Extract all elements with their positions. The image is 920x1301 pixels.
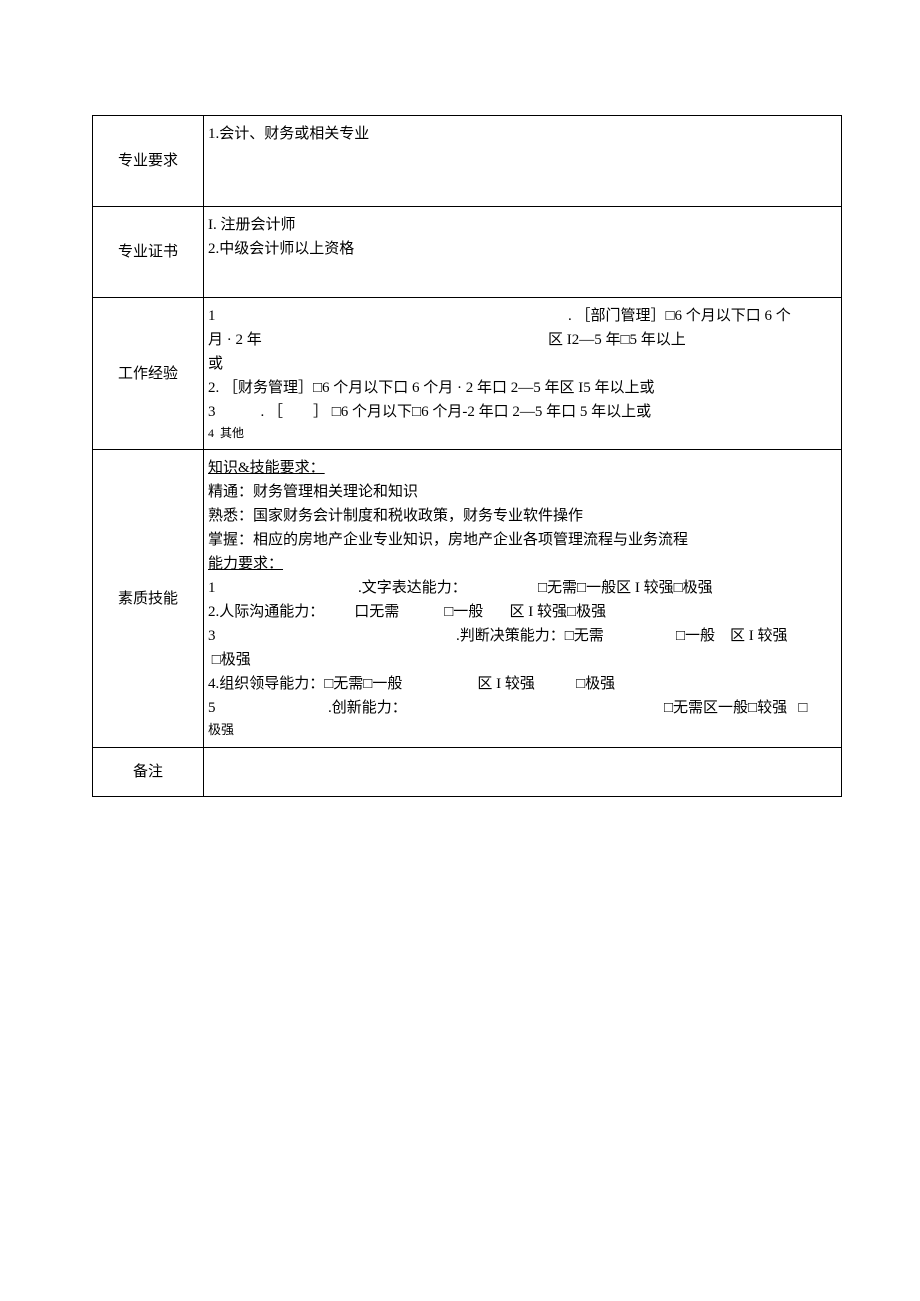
content-exp: 1. ［部门管理］□6 个月以下口 6 个 月 · 2 年区 I2—5 年□5 …	[204, 298, 842, 450]
content-note	[204, 747, 842, 796]
a1-label: .文字表达能力：	[358, 576, 538, 600]
a5-num: 5	[208, 696, 328, 720]
document-page: 专业要求 1.会计、财务或相关专业 专业证书 I. 注册会计师 2.中级会计师以…	[0, 0, 920, 1301]
skill-a3-tail: □极强	[208, 648, 837, 672]
exp-line4: 2. ［财务管理］□6 个月以下口 6 个月 · 2 年口 2—5 年区 I5 …	[208, 376, 837, 400]
skill-k3: 掌握：相应的房地产企业专业知识，房地产企业各项管理流程与业务流程	[208, 528, 837, 552]
row-major: 专业要求 1.会计、财务或相关专业	[93, 116, 842, 207]
skill-heading-ability: 能力要求：	[208, 552, 283, 576]
a1-opts: □无需□一般区 I 较强□极强	[538, 576, 713, 600]
cert-line1: I. 注册会计师	[208, 213, 837, 237]
label-note: 备注	[93, 747, 204, 796]
skill-a5: 5.创新能力：□无需区一般□较强 □	[208, 696, 837, 720]
exp-l1-right: . ［部门管理］□6 个月以下口 6 个	[568, 304, 791, 328]
row-exp: 工作经验 1. ［部门管理］□6 个月以下口 6 个 月 · 2 年区 I2—5…	[93, 298, 842, 450]
requirements-table: 专业要求 1.会计、财务或相关专业 专业证书 I. 注册会计师 2.中级会计师以…	[92, 115, 842, 797]
exp-line6: 4 其他	[208, 424, 837, 443]
row-note: 备注	[93, 747, 842, 796]
a3-label: .判断决策能力：□无需	[456, 624, 676, 648]
skill-a5-tail: 极强	[208, 720, 837, 741]
row-skill: 素质技能 知识&技能要求： 精通：财务管理相关理论和知识 熟悉：国家财务会计制度…	[93, 450, 842, 748]
label-skill: 素质技能	[93, 450, 204, 748]
skill-a3: 3.判断决策能力：□无需□一般 区 I 较强	[208, 624, 837, 648]
exp-l2-left: 月 · 2 年	[208, 328, 548, 352]
label-cert: 专业证书	[93, 207, 204, 298]
cert-line2: 2.中级会计师以上资格	[208, 237, 837, 261]
skill-heading-knowledge: 知识&技能要求：	[208, 456, 325, 480]
exp-line2: 月 · 2 年区 I2—5 年□5 年以上	[208, 328, 837, 352]
major-line1: 1.会计、财务或相关专业	[208, 126, 369, 142]
row-cert: 专业证书 I. 注册会计师 2.中级会计师以上资格	[93, 207, 842, 298]
skill-a2: 2.人际沟通能力： 口无需 □一般 区 I 较强□极强	[208, 600, 837, 624]
a3-opts: □一般 区 I 较强	[676, 624, 788, 648]
content-skill: 知识&技能要求： 精通：财务管理相关理论和知识 熟悉：国家财务会计制度和税收政策…	[204, 450, 842, 748]
exp-line1: 1. ［部门管理］□6 个月以下口 6 个	[208, 304, 837, 328]
a5-opts: □无需区一般□较强 □	[664, 696, 807, 720]
skill-k2: 熟悉：国家财务会计制度和税收政策，财务专业软件操作	[208, 504, 837, 528]
content-major: 1.会计、财务或相关专业	[204, 116, 842, 207]
skill-a1: 1.文字表达能力：□无需□一般区 I 较强□极强	[208, 576, 837, 600]
skill-a4: 4.组织领导能力：□无需□一般 区 I 较强 □极强	[208, 672, 837, 696]
a5-label: .创新能力：	[328, 696, 664, 720]
exp-l1-left: 1	[208, 304, 568, 328]
a3-num: 3	[208, 624, 456, 648]
skill-k1: 精通：财务管理相关理论和知识	[208, 480, 837, 504]
label-major: 专业要求	[93, 116, 204, 207]
content-cert: I. 注册会计师 2.中级会计师以上资格	[204, 207, 842, 298]
label-exp: 工作经验	[93, 298, 204, 450]
exp-l2-right: 区 I2—5 年□5 年以上	[548, 328, 686, 352]
exp-line3: 或	[208, 352, 837, 376]
a1-num: 1	[208, 576, 358, 600]
exp-line5: 3 . ［ ］ □6 个月以下□6 个月-2 年口 2—5 年口 5 年以上或	[208, 400, 837, 424]
